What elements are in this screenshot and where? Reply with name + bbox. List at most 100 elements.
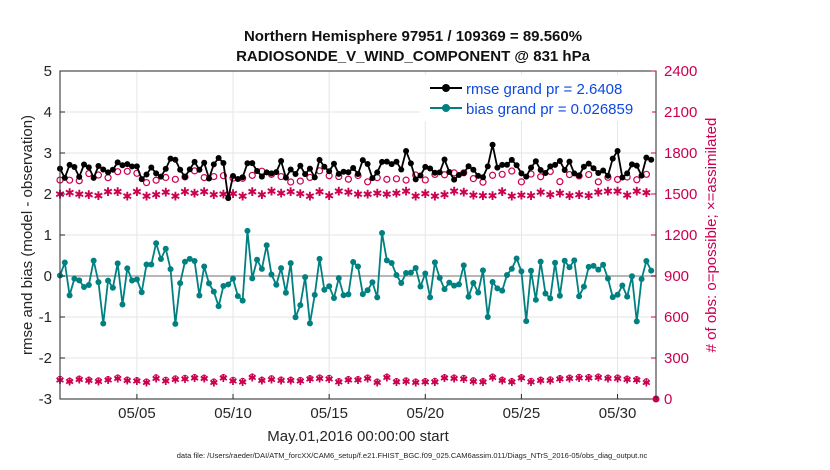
assimilated-marker-18: ✱ xyxy=(141,189,151,203)
low-possible-marker-84 xyxy=(460,374,467,381)
low-possible-marker-40 xyxy=(249,373,256,380)
rmse-point-68 xyxy=(383,158,390,165)
possible-marker-110 xyxy=(585,170,593,179)
rmse-point-37 xyxy=(234,176,241,183)
rmse-point-95 xyxy=(513,162,520,169)
assimilated-marker-46: ✱ xyxy=(276,186,286,200)
possible-marker-86 xyxy=(469,175,477,183)
rmse-point-105 xyxy=(561,166,568,173)
bias-point-29 xyxy=(196,292,203,299)
bias-point-15 xyxy=(129,277,136,284)
bias-point-37 xyxy=(234,293,241,300)
low-possible-marker-24 xyxy=(172,375,179,382)
bias-point-112 xyxy=(595,266,602,273)
rmse-point-59 xyxy=(340,168,347,175)
low-possible-marker-12 xyxy=(114,374,121,381)
y-right-axis-ticks: 0 300 600 900 1200 1500 1800 2100 2400 xyxy=(651,63,697,408)
rmse-point-109 xyxy=(580,163,587,170)
rmse-point-102 xyxy=(547,163,554,170)
low-possible-marker-98 xyxy=(528,377,535,384)
bias-point-88 xyxy=(479,267,486,274)
x-tick-label-1: 05/10 xyxy=(214,405,252,422)
low-count-marker-14: ✱ xyxy=(123,375,132,388)
low-possible-marker-116 xyxy=(614,374,621,381)
rmse-point-34 xyxy=(220,159,227,166)
rmse-point-22 xyxy=(162,165,169,172)
bias-point-85 xyxy=(465,293,472,300)
rmse-point-115 xyxy=(609,155,616,162)
assimilated-marker-94: ✱ xyxy=(507,190,517,204)
low-possible-marker-42 xyxy=(258,376,265,383)
low-possible-marker-108 xyxy=(576,373,583,380)
assimilated-marker-26: ✱ xyxy=(180,185,190,199)
low-count-marker-12: ✱ xyxy=(113,373,122,386)
y-right-tick-label-5: 1500 xyxy=(664,186,697,203)
low-count-marker-92: ✱ xyxy=(498,375,507,388)
rmse-point-57 xyxy=(330,160,337,167)
low-count-marker-102: ✱ xyxy=(546,374,555,387)
bias-point-36 xyxy=(230,275,237,282)
low-count-marker-58: ✱ xyxy=(334,376,343,389)
low-count-marker-112: ✱ xyxy=(594,372,603,385)
bias-point-7 xyxy=(90,257,97,264)
low-possible-marker-122 xyxy=(643,378,650,385)
rmse-point-93 xyxy=(504,161,510,168)
bias-point-81 xyxy=(446,279,453,286)
rmse-point-35 xyxy=(225,195,232,202)
low-count-marker-108: ✱ xyxy=(574,372,583,385)
bias-line xyxy=(59,230,652,324)
bias-point-53 xyxy=(311,291,318,298)
chart-subtitle: RADIOSONDE_V_WIND_COMPONENT @ 831 hPa xyxy=(236,48,591,65)
assimilated-marker-98: ✱ xyxy=(526,189,536,203)
bias-point-76 xyxy=(422,270,429,277)
rmse-point-30 xyxy=(201,159,208,166)
bias-point-9 xyxy=(100,320,107,327)
rmse-point-62 xyxy=(355,170,361,177)
low-possible-marker-52 xyxy=(306,375,313,382)
y-tick-label-6: 3 xyxy=(44,145,52,162)
bias-point-109 xyxy=(580,283,587,290)
bias-point-89 xyxy=(484,314,491,320)
rmse-point-20 xyxy=(153,170,160,177)
low-count-marker-106: ✱ xyxy=(565,373,574,386)
bias-point-52 xyxy=(306,320,313,327)
possible-marker-60 xyxy=(344,175,352,183)
low-possible-marker-8 xyxy=(95,377,102,384)
assimilated-marker-28: ✱ xyxy=(190,186,200,200)
bias-point-113 xyxy=(600,261,607,268)
bias-point-4 xyxy=(76,277,83,284)
bias-point-22 xyxy=(162,245,169,252)
low-possible-marker-100 xyxy=(537,376,544,383)
rmse-point-64 xyxy=(364,161,371,168)
rmse-point-61 xyxy=(350,165,357,172)
rmse-point-65 xyxy=(369,175,376,182)
rmse-point-42 xyxy=(258,173,265,180)
rmse-point-47 xyxy=(282,174,289,181)
bias-point-72 xyxy=(403,270,410,277)
assimilated-marker-106: ✱ xyxy=(564,189,574,203)
low-possible-marker-54 xyxy=(316,374,323,381)
low-possible-marker-60 xyxy=(345,375,352,382)
rmse-point-92 xyxy=(499,161,506,168)
possible-marker-64 xyxy=(364,178,372,186)
bias-point-18 xyxy=(143,261,150,268)
low-possible-marker-62 xyxy=(355,375,361,382)
possible-marker-68 xyxy=(383,175,391,183)
bias-point-23 xyxy=(167,266,174,273)
bias-point-100 xyxy=(537,258,544,265)
assimilated-marker-10: ✱ xyxy=(103,185,113,199)
x-tick-label-0: 05/05 xyxy=(118,405,156,422)
low-count-marker-122: ✱ xyxy=(642,376,651,389)
y-right-axis-label: # of obs: o=possible; ×=assimilated xyxy=(703,118,720,353)
bias-point-75 xyxy=(417,283,424,290)
bias-point-102 xyxy=(547,295,554,302)
possible-marker-92 xyxy=(498,170,506,178)
possible-marker-40 xyxy=(248,171,256,179)
bias-point-84 xyxy=(460,262,467,269)
possible-marker-100 xyxy=(537,173,545,181)
y-tick-label-3: 0 xyxy=(44,268,52,285)
rmse-point-31 xyxy=(206,175,212,182)
low-possible-marker-90 xyxy=(489,373,496,380)
assimilated-marker-82: ✱ xyxy=(449,184,459,198)
